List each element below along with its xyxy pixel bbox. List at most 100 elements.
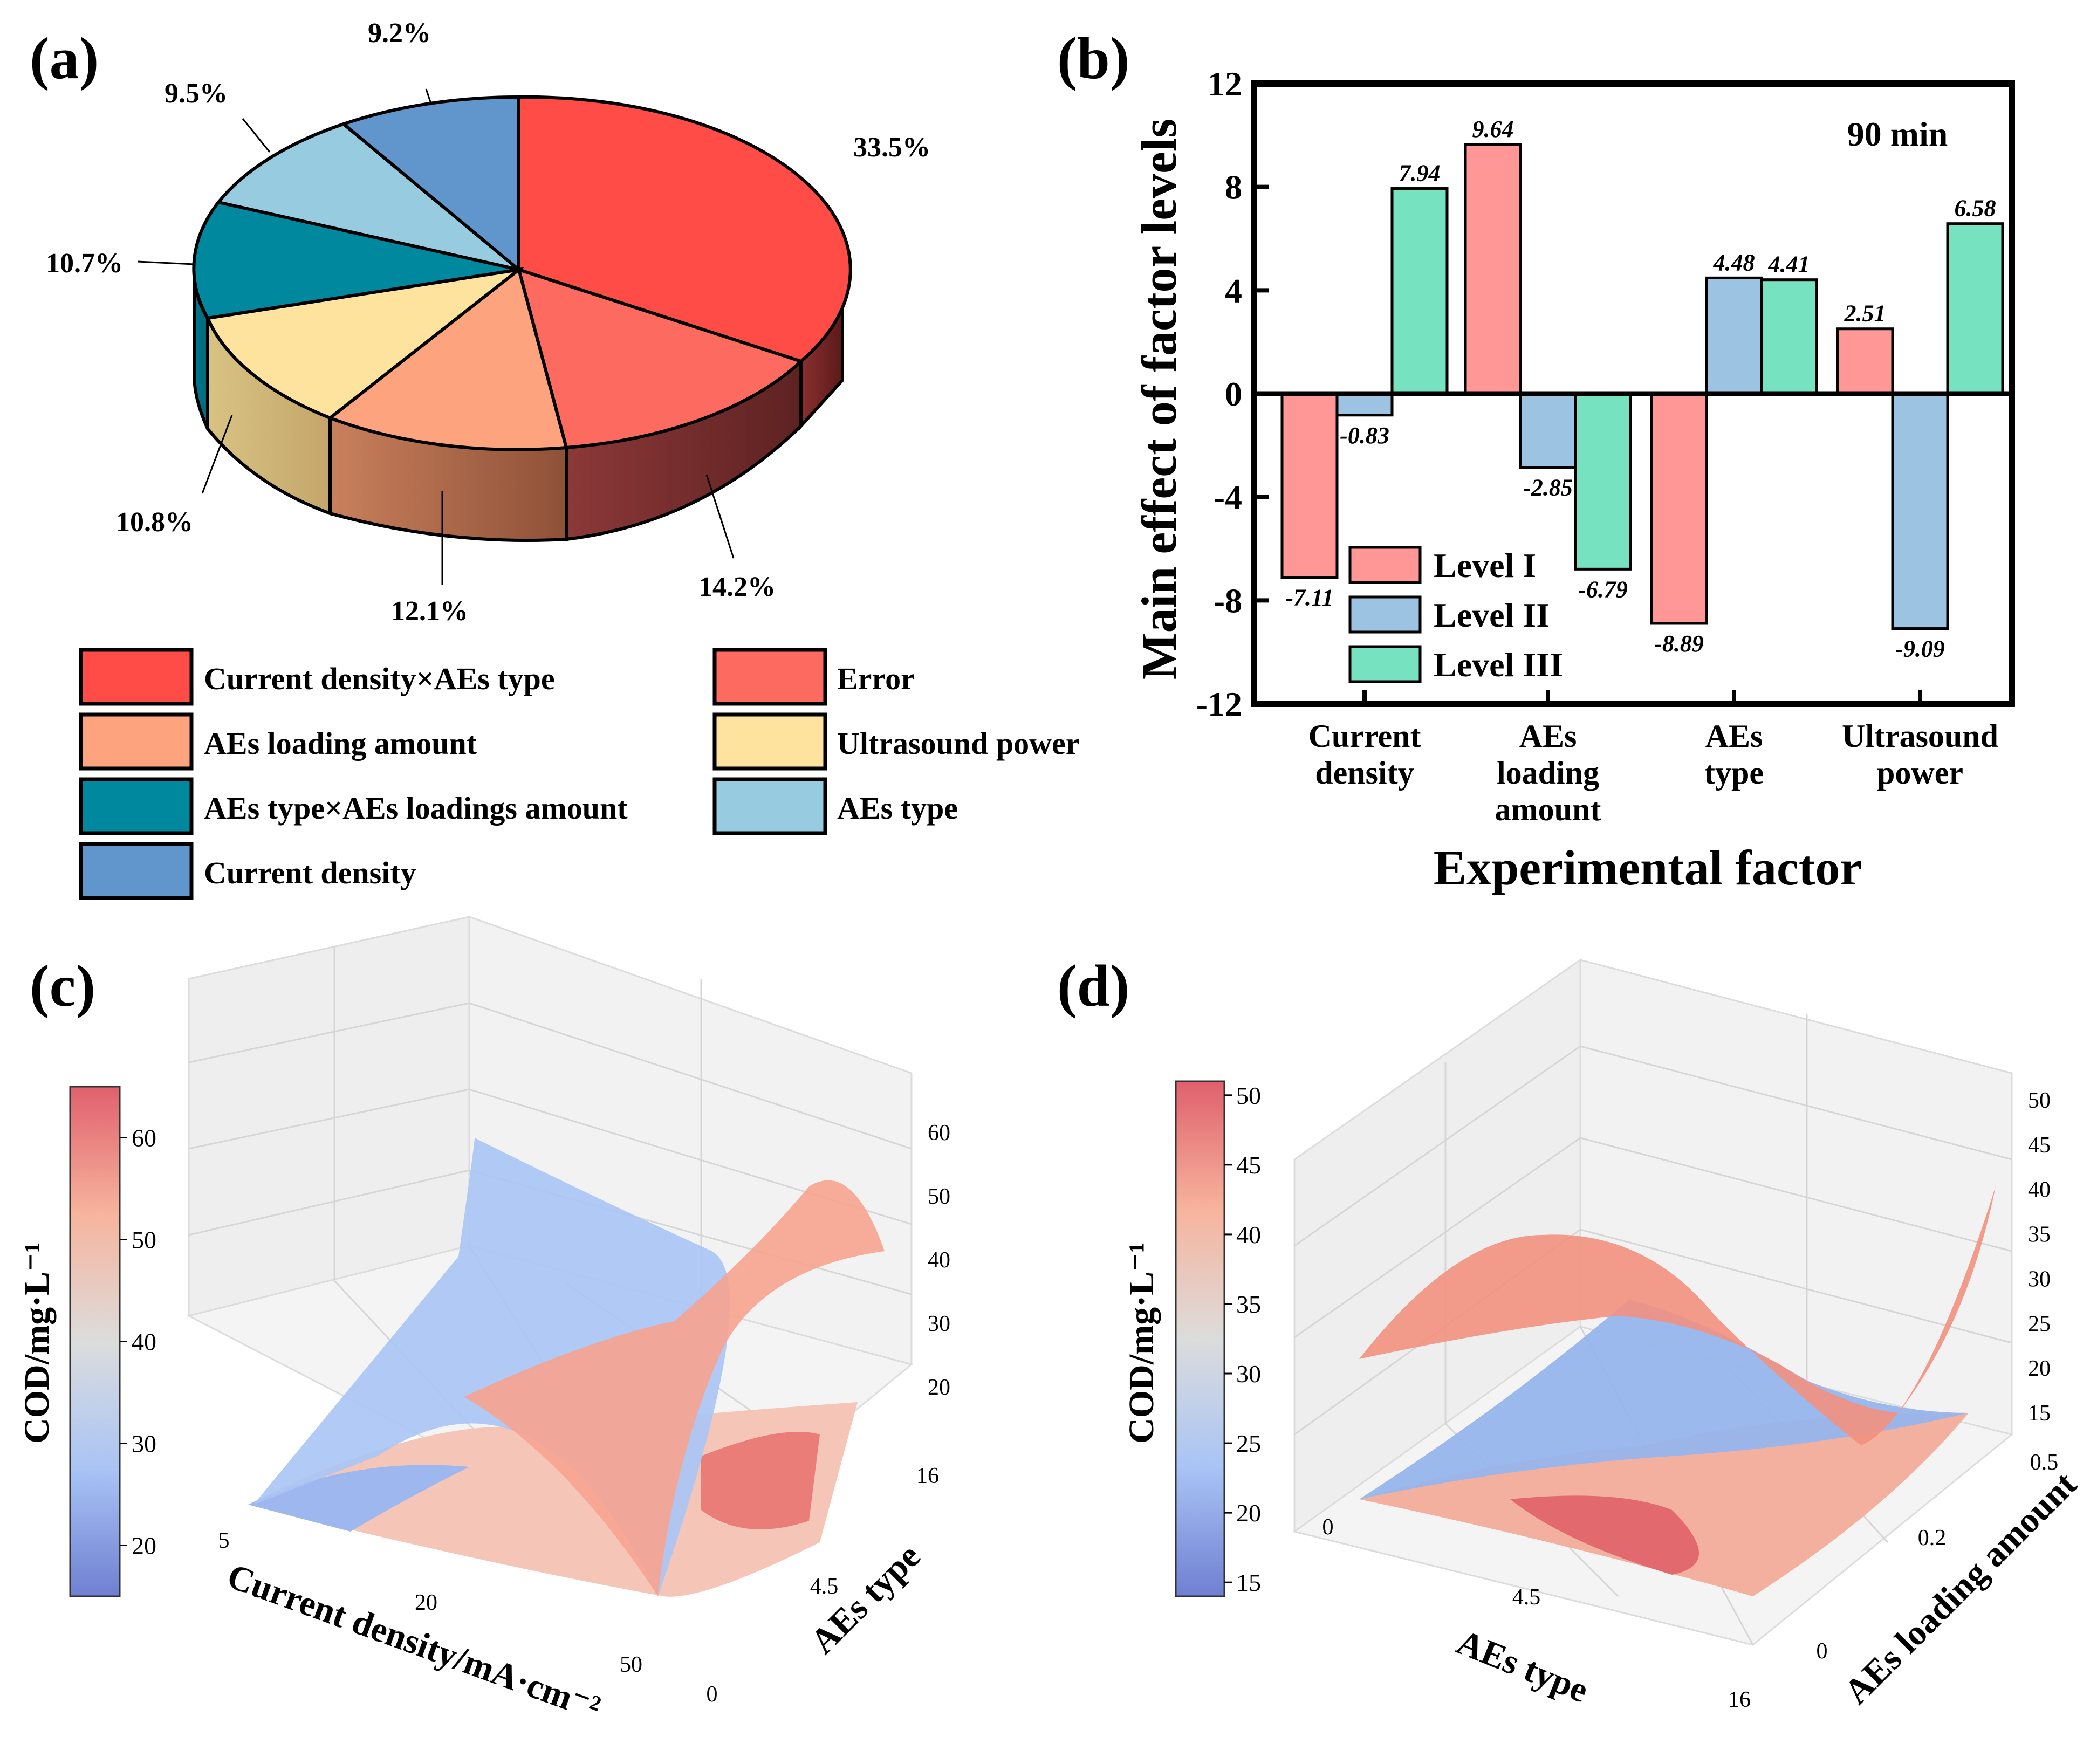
bar-value-label: -9.09 — [1895, 636, 1945, 662]
x-tick: 50 — [620, 1652, 642, 1677]
time-annotation: 90 min — [1847, 115, 1948, 153]
legend-swatch-ultrasound-power — [712, 712, 827, 771]
x-tick: 0 — [1322, 1515, 1334, 1540]
pie-leader-lines — [137, 88, 735, 585]
floor-contour — [1359, 1413, 1969, 1596]
colorbar-ticks: 15 20 25 30 35 40 45 50 — [1224, 1082, 1261, 1596]
x-axis-label: Experimental factor — [1434, 840, 1862, 895]
floor-contour-cool — [248, 1465, 469, 1532]
colorbar-tick-label: 20 — [132, 1532, 156, 1560]
bar-value-label: -6.79 — [1578, 576, 1628, 602]
panel-label-c: (c) — [30, 953, 95, 1019]
bar-level-i-2 — [1650, 392, 1708, 625]
floor-contour-hot — [1510, 1495, 1699, 1575]
panel-label-d: (d) — [1057, 953, 1129, 1019]
bars — [1280, 143, 2004, 630]
bar-level-iii-3 — [1946, 222, 2004, 395]
y-axis-ticks: 0 0.2 0.5 — [1817, 1450, 2059, 1664]
legend-label-aes-type-x-loadings: AEs type×AEs loadings amount — [204, 791, 628, 826]
legend-label-current-density-x-aes-type: Current density×AEs type — [204, 661, 555, 696]
z-tick-label: 35 — [2028, 1223, 2051, 1247]
x-tick: 5 — [218, 1528, 230, 1553]
panel-d-surface-plot: (d) 15 20 25 30 35 40 45 50 COD/mg·L⁻¹ 15 20 25 30… — [1057, 953, 2084, 1712]
bar-value-label: 4.41 — [1768, 251, 1810, 278]
z-tick-label: 30 — [2028, 1267, 2051, 1292]
colorbar-tick-label: 15 — [1236, 1569, 1261, 1596]
legend-swatch-aes-loading-amount — [79, 712, 194, 771]
x-axis-label: Current density/mA·cm⁻² — [222, 1556, 606, 1728]
colorbar-tick-label: 40 — [1236, 1221, 1261, 1248]
bar-level-i-3 — [1836, 327, 1894, 395]
pie-label-9.2: 9.2% — [368, 18, 431, 49]
z-tick-label: 60 — [928, 1121, 950, 1145]
bar-level-ii-1 — [1519, 392, 1577, 469]
bar-value-label: 4.48 — [1713, 249, 1755, 276]
x-category-label: Ultrasound power — [1842, 718, 1998, 791]
legend-label-level-i: Level I — [1434, 546, 1536, 585]
legend-label-level-ii: Level II — [1434, 596, 1550, 634]
colorbar-tick-label: 60 — [132, 1124, 156, 1152]
pie-slice-aes-type-x-loadings — [192, 200, 519, 320]
y-tick-label: -12 — [1196, 685, 1242, 723]
z-axis-ticks: 20 30 40 50 60 — [928, 1121, 950, 1400]
bar-value-labels: -7.11 9.64 -8.89 2.51 -0.83 -2.85 4.48 -9.09 7.9… — [1285, 116, 1996, 662]
y-tick: 0.5 — [2030, 1450, 2059, 1475]
x-category-label: AEs type — [1704, 718, 1764, 791]
y-tick-label: 12 — [1208, 65, 1242, 103]
bar-level-iii-2 — [1760, 278, 1818, 395]
colorbar-tick-label: 50 — [1236, 1082, 1261, 1109]
surface-lower — [1359, 1300, 1969, 1499]
z-tick-label: 40 — [928, 1248, 950, 1273]
colorbar — [69, 1086, 121, 1597]
pie-legend: Current density×AEs type Error AEs loadi… — [79, 648, 1080, 900]
z-tick-label: 30 — [928, 1312, 950, 1336]
x-axis-category-labels: Current density AEs loading amount AEs type Ult… — [1308, 690, 1998, 827]
bar-value-label: 2.51 — [1844, 300, 1886, 327]
y-tick: 16 — [916, 1464, 939, 1488]
legend-swatch-aes-type-x-loadings — [79, 777, 194, 835]
y-tick-label: 0 — [1225, 375, 1242, 413]
z-tick-label: 25 — [2028, 1312, 2051, 1336]
pie-label-14.2: 14.2% — [698, 572, 776, 602]
bar-value-label: -7.11 — [1285, 585, 1333, 611]
y-tick-label: -4 — [1214, 478, 1242, 517]
z-axis-ticks: 15 20 25 30 35 40 45 50 — [2028, 1088, 2051, 1426]
y-tick: 4.5 — [810, 1574, 839, 1599]
x-axis-label: AEs type — [1451, 1622, 1594, 1710]
y-tick-label: 4 — [1225, 271, 1242, 310]
plot-frame — [1251, 80, 2015, 707]
pie-label-9.5: 9.5% — [165, 78, 228, 109]
pie-label-33.5: 33.5% — [853, 132, 930, 163]
panel-label-b: (b) — [1057, 25, 1129, 91]
colorbar-tick-label: 25 — [1236, 1430, 1261, 1457]
z-tick-label: 15 — [2028, 1401, 2051, 1426]
z-tick-label: 50 — [2028, 1088, 2051, 1113]
z-tick-label: 20 — [2028, 1356, 2051, 1381]
z-tick-label: 20 — [928, 1375, 950, 1400]
pie-slice-aes-loading-amount — [326, 266, 568, 451]
bar-level-ii-0 — [1335, 392, 1394, 417]
legend-swatch-level-iii — [1348, 645, 1422, 683]
pie-slice-current-density — [340, 95, 520, 273]
y-axis-ticks: 0 4.5 16 — [707, 1464, 940, 1707]
pie-slice-error — [516, 267, 804, 450]
legend-swatch-aes-type — [712, 777, 827, 835]
z-tick-label: 50 — [928, 1184, 950, 1209]
colorbar-tick-label: 30 — [1236, 1360, 1261, 1388]
bar-value-label: 9.64 — [1472, 116, 1514, 142]
panel-label-a: (a) — [30, 25, 99, 91]
floor-contour — [248, 1402, 858, 1597]
bar-value-label: 6.58 — [1955, 195, 1996, 222]
bar-level-i-0 — [1280, 392, 1339, 579]
panel-b-bar-chart: (b) Main effect of factor levels Experim… — [1057, 25, 2015, 895]
legend-label-aes-type: AEs type — [837, 791, 958, 826]
x-category-label: Current density — [1308, 718, 1421, 791]
colorbar — [1175, 1080, 1225, 1597]
bar-legend: Level I Level II Level III — [1348, 546, 1563, 684]
y-tick-label: 8 — [1225, 168, 1242, 207]
legend-label-current-density: Current density — [204, 855, 416, 890]
x-axis-ticks: 5 20 50 — [218, 1528, 643, 1677]
floor-contour-hot — [701, 1432, 820, 1529]
